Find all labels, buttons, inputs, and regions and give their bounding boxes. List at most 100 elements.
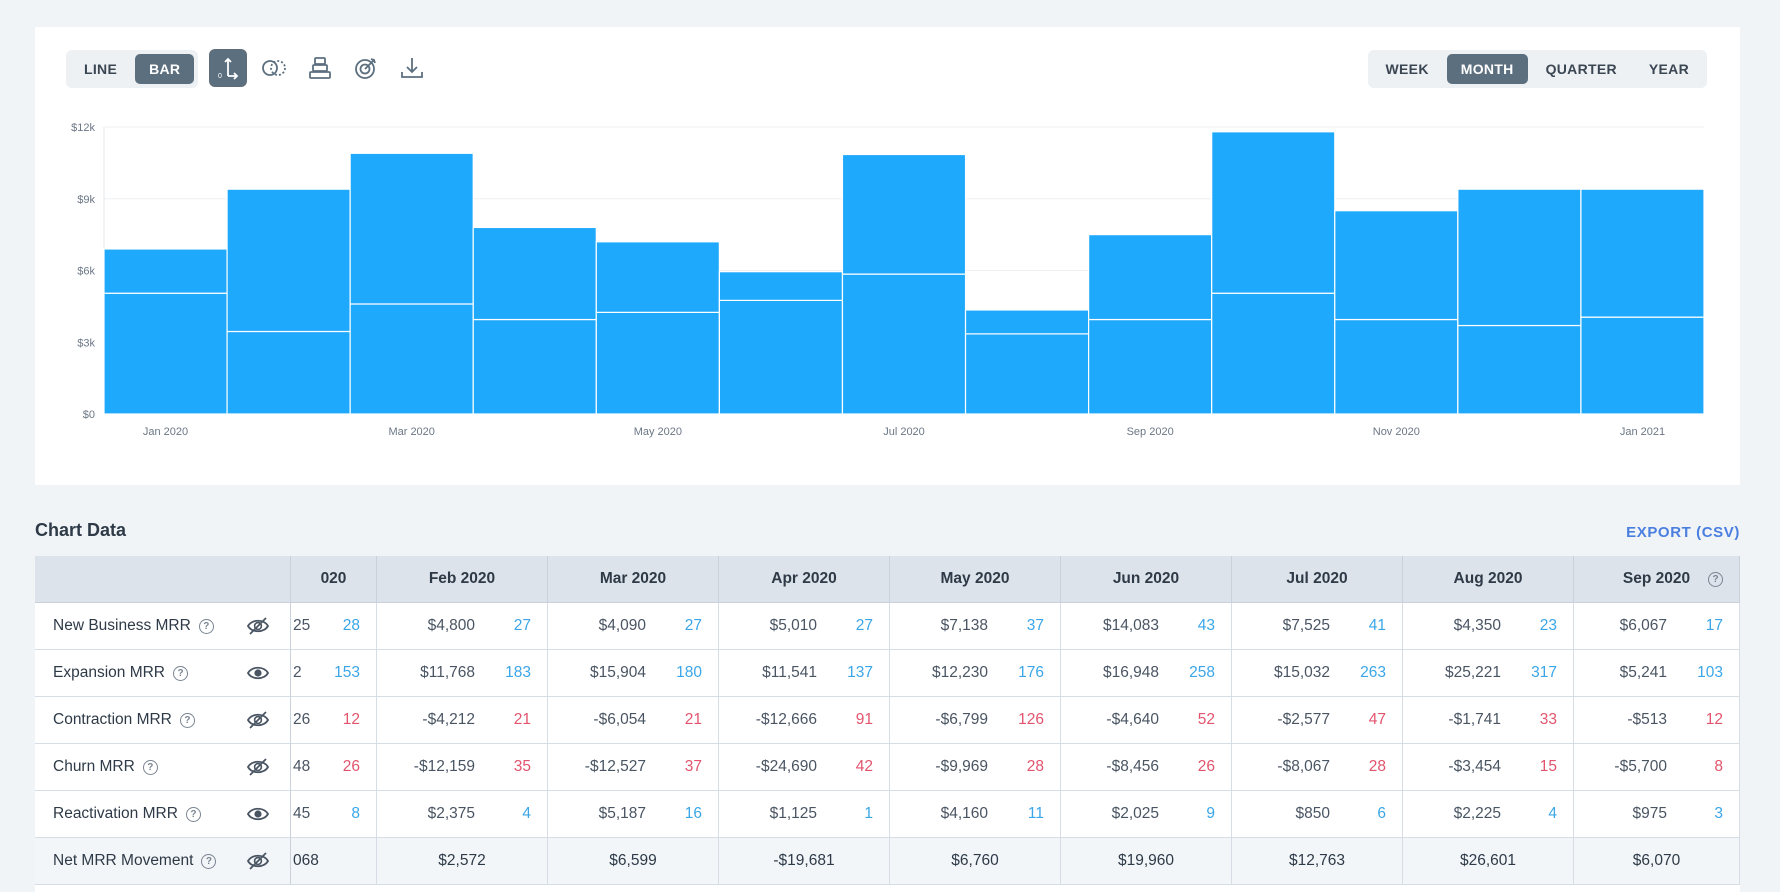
cell-count: 52 [1197,711,1215,728]
week-button[interactable]: WEEK [1385,61,1429,77]
bar-segment [349,303,474,415]
compare-icon[interactable] [255,49,293,87]
eye-slash-icon[interactable] [246,710,270,730]
cell-amount: 45 [293,805,311,822]
bar-segment [472,318,597,415]
table-cell: $26,601 [1403,838,1574,885]
cell-count: 21 [684,711,702,728]
eye-slash-icon[interactable] [246,757,270,777]
bar-segment [1580,188,1705,318]
cell-amount: -$5,700 [1614,758,1667,775]
cell-count: 42 [855,758,873,775]
row-label: New Business MRR? [35,603,291,650]
bar-segment [595,241,720,313]
cell-count: 137 [847,664,873,681]
cell-amount: $7,138 [940,617,988,634]
table-cell: $15,032 263 [1232,650,1403,697]
table-cell: $16,948 258 [1061,650,1232,697]
cell-amount: -$4,212 [422,711,475,728]
column-header-label: Jun 2020 [1112,570,1180,587]
table-cell: 25 28 [291,603,377,650]
row-label-text: Churn MRR [53,758,135,775]
help-icon[interactable]: ? [142,759,158,775]
cell-count: 26 [342,758,360,775]
bar-segment [1334,210,1459,321]
export-csv-link[interactable]: EXPORT (CSV) [1626,524,1740,541]
table-cell: -$12,159 35 [377,744,548,791]
table-cell: -$2,577 47 [1232,697,1403,744]
table-cell: $6,599 [548,838,719,885]
x-tick-label: Jan 2021 [1620,426,1665,438]
cell-amount: -$3,454 [1448,758,1501,775]
table-cell: -$5,700 8 [1574,744,1740,791]
table-cell: $975 3 [1574,791,1740,838]
help-icon[interactable]: ? [198,618,214,634]
table-cell: $4,800 27 [377,603,548,650]
month-button[interactable]: MONTH [1446,54,1528,84]
y-tick-label: $9k [77,194,95,206]
eye-slash-icon[interactable] [246,616,270,636]
cell-amount: $11,768 [420,664,475,681]
cell-count: 12 [342,711,360,728]
table-cell: $11,541 137 [719,650,890,697]
bar-segment [1088,234,1213,321]
table-cell: -$6,054 21 [548,697,719,744]
cell-amount: $6,067 [1619,617,1667,634]
cell-amount: $5,187 [598,805,646,822]
target-icon[interactable] [347,49,385,87]
help-icon[interactable]: ? [1708,572,1723,587]
eye-slash-icon[interactable] [246,851,270,871]
bar-segment [1580,316,1705,415]
cell-amount: 48 [293,758,311,775]
table-cell: $6,760 [890,838,1061,885]
bar-segment [841,153,967,275]
cell-count: 4 [522,805,531,822]
row-label-text: Reactivation MRR [53,805,178,822]
cell-count: 23 [1539,617,1557,634]
cell-amount: $12,763 [1288,852,1346,869]
cell-amount: 2 [293,664,302,681]
eye-icon[interactable] [246,804,270,824]
bar-segment [226,188,351,333]
cell-count: 103 [1697,664,1723,681]
table-cell: -$9,969 28 [890,744,1061,791]
eye-icon[interactable] [246,663,270,683]
bar-toggle-button[interactable]: BAR [135,54,195,84]
download-icon[interactable] [393,49,431,87]
chart-data-title: Chart Data [35,520,127,540]
bar-segment [1211,292,1336,415]
row-label: Churn MRR? [35,744,291,791]
row-label: Net MRR Movement? [35,838,291,885]
table-cell: $4,090 27 [548,603,719,650]
line-toggle-button[interactable]: LINE [84,61,118,77]
help-icon[interactable]: ? [179,712,195,728]
stack-icon[interactable] [301,49,339,87]
cell-count: 6 [1377,805,1386,822]
y-tick-label: $0 [83,409,95,421]
table-cell: $19,960 [1061,838,1232,885]
table-cell: $14,083 43 [1061,603,1232,650]
cell-count: 12 [1705,711,1723,728]
row-label-text: Expansion MRR [53,664,165,681]
row-label-text-wrap: Contraction MRR? [53,711,195,729]
cell-amount: $25,221 [1444,664,1501,681]
cell-amount: -$8,067 [1277,758,1330,775]
help-icon[interactable]: ? [201,853,217,869]
cell-amount: $4,350 [1453,617,1501,634]
year-button[interactable]: YEAR [1648,61,1689,77]
cell-count: 27 [513,617,531,634]
table-cell: 2 153 [291,650,377,697]
table-cell: $5,187 16 [548,791,719,838]
table-cell: $4,160 11 [890,791,1061,838]
quarter-button[interactable]: QUARTER [1545,61,1617,77]
cell-count: 17 [1705,617,1723,634]
table-cell: -$3,454 15 [1403,744,1574,791]
bar-segment [1211,131,1336,294]
cell-amount: $5,010 [769,617,817,634]
row-label-text: New Business MRR [53,617,191,634]
cell-amount: -$24,690 [755,758,817,775]
cell-count: 15 [1539,758,1557,775]
help-icon[interactable]: ? [173,665,188,681]
help-icon[interactable]: ? [185,806,201,822]
zero-axis-icon[interactable]: 0 [209,49,247,87]
